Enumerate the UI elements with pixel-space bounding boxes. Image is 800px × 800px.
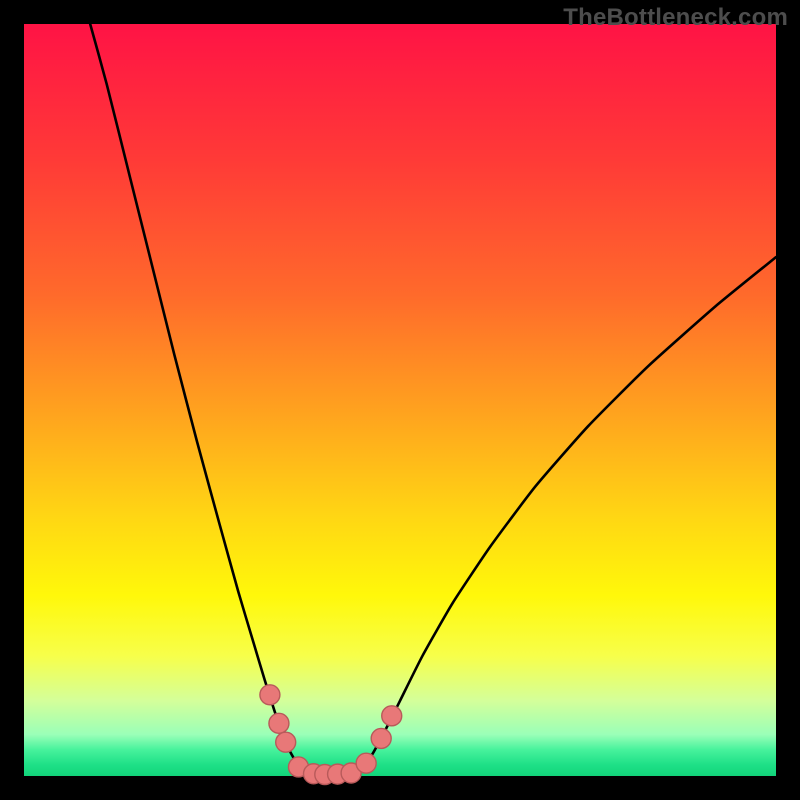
marker bbox=[382, 706, 402, 726]
marker bbox=[260, 685, 280, 705]
bottleneck-chart bbox=[0, 0, 800, 800]
marker bbox=[269, 713, 289, 733]
gradient-background bbox=[24, 24, 776, 776]
watermark-text: TheBottleneck.com bbox=[563, 4, 788, 32]
chart-container: TheBottleneck.com bbox=[0, 0, 800, 800]
marker bbox=[356, 753, 376, 773]
marker bbox=[371, 728, 391, 748]
marker bbox=[276, 732, 296, 752]
